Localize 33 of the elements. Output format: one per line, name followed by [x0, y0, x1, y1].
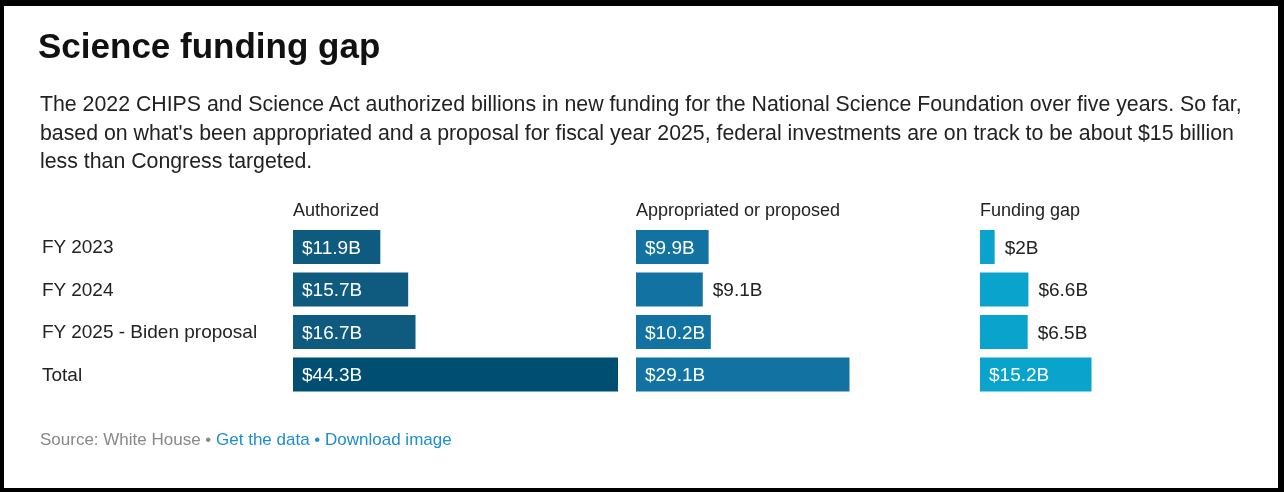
- y-tick-label: FY 2024: [42, 278, 114, 300]
- y-tick-label: Total: [42, 363, 83, 385]
- series-label: Funding gap: [980, 200, 1081, 220]
- data-label: $6.5B: [1037, 321, 1088, 343]
- data-label: $15.7B: [302, 279, 363, 300]
- bar: [980, 272, 1029, 307]
- bar: [293, 357, 618, 392]
- text: Download image: [325, 430, 452, 449]
- bar: [293, 272, 409, 307]
- chart-title: Science funding gap: [38, 26, 381, 66]
- y-tick-label: FY 2025 - Biden proposal: [42, 321, 258, 343]
- data-label: $9.1B: [712, 279, 763, 300]
- chart-subtitle: The 2022 CHIPS and Science Act authorized billions in new funding for the National Science Foundation over five years. So far, based on what's been appropriated and a proposal for fiscal year 2025, federal investments are on track to be about $15 billion less than Congress targeted.: [40, 91, 1243, 175]
- source-note: Source: White House •: [40, 430, 212, 449]
- data-label: $29.1B: [645, 364, 706, 385]
- data-label: $10.2B: [645, 321, 706, 343]
- data-label: $11.9B: [302, 236, 361, 258]
- data-label: $6.6B: [1038, 279, 1089, 300]
- text: Get the data •: [216, 430, 321, 449]
- data-label: $16.7B: [302, 321, 363, 343]
- bar: [636, 357, 850, 392]
- data-label: $15.2B: [989, 364, 1050, 385]
- bar: [980, 357, 1092, 392]
- series-label: Appropriated or proposed: [636, 200, 841, 220]
- data-label: $2B: [1004, 236, 1039, 258]
- data-label: $44.3B: [302, 364, 363, 385]
- bar: [636, 272, 703, 307]
- data-label: $9.9B: [645, 236, 695, 258]
- bar: [293, 315, 416, 349]
- y-tick-label: FY 2023: [42, 236, 114, 258]
- bar: [980, 230, 995, 264]
- series-label: Authorized: [293, 200, 380, 220]
- bar: [980, 315, 1028, 349]
